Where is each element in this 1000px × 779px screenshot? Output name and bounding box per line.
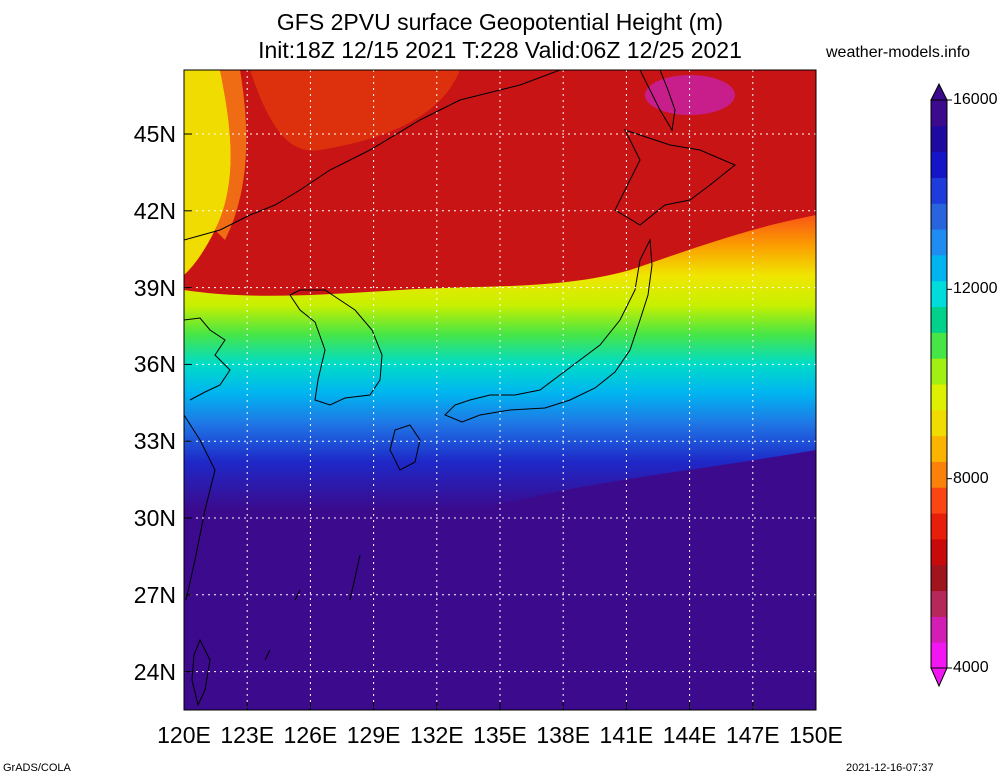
- coastline-kyushu: [389, 424, 421, 471]
- height-field: [184, 70, 816, 710]
- colorbar-segment: [931, 306, 947, 333]
- footer-timestamp: 2021-12-16-07:37: [846, 762, 934, 774]
- lat-tick-label: 42N: [133, 197, 176, 224]
- colorbar-label: 12000: [953, 280, 998, 298]
- footer-credit: GrADS/COLA: [3, 762, 71, 774]
- colorbar-segment: [931, 254, 947, 282]
- coastline-korea: [289, 289, 383, 406]
- colorbar-segment: [931, 513, 947, 540]
- colorbar-segment: [931, 229, 947, 256]
- source-label: weather-models.info: [826, 44, 971, 61]
- colorbar-segment: [931, 487, 947, 514]
- map-frame: [183, 69, 817, 711]
- colorbar-segment: [931, 384, 947, 411]
- colorbar-segment: [931, 100, 947, 127]
- colorbar-segment: [931, 616, 947, 643]
- colorbar-frame: [930, 99, 948, 669]
- lon-tick-label: 141E: [599, 722, 654, 748]
- lon-tick-label: 150E: [789, 722, 843, 748]
- lat-tick-label: 27N: [133, 581, 176, 608]
- field-orange-edge: [215, 70, 247, 240]
- colorbar-segment: [931, 564, 947, 592]
- colorbar-segment: [931, 203, 947, 230]
- lon-tick-label: 120E: [157, 722, 211, 748]
- coastline-ryukyu: [264, 554, 361, 661]
- lat-tick-label: 39N: [133, 274, 176, 301]
- coastline-mainland: [184, 317, 231, 601]
- colorbar-segment: [931, 461, 947, 488]
- lat-tick-label: 24N: [133, 658, 176, 685]
- colorbar-segment: [931, 177, 947, 204]
- lon-tick-label: 138E: [536, 722, 591, 748]
- field-yellow-wedge: [184, 70, 231, 275]
- colorbar-label: 4000: [953, 659, 989, 676]
- colorbar-segment: [931, 409, 947, 437]
- coastline-taiwan: [191, 638, 211, 707]
- colorbar-max-arrow: [930, 82, 948, 101]
- colorbar: [930, 82, 952, 688]
- lat-tick-label: 45N: [133, 121, 176, 147]
- field-bright-red: [250, 70, 460, 151]
- coastline-hokkaido: [614, 129, 736, 226]
- colorbar-segment: [931, 358, 947, 385]
- coastline-sakhalin: [639, 70, 676, 132]
- colorbar-min-arrow: [930, 667, 948, 688]
- lon-tick-label: 126E: [283, 722, 338, 748]
- colorbar-segment: [931, 642, 947, 669]
- colorbar-segment: [931, 332, 947, 359]
- coastline-russia: [184, 70, 561, 241]
- coastline-honshu: [444, 238, 653, 423]
- lat-tick-label: 36N: [133, 351, 176, 378]
- lat-tick-label: 33N: [133, 428, 176, 455]
- lon-tick-label: 147E: [725, 722, 780, 748]
- colorbar-label: 8000: [953, 469, 989, 487]
- lon-tick-label: 129E: [346, 722, 401, 748]
- gridlines: [184, 70, 816, 710]
- colorbar-label: 16000: [953, 91, 998, 108]
- colorbar-segment: [931, 151, 947, 178]
- colorbar-segment: [931, 280, 947, 308]
- coastlines: [184, 70, 736, 707]
- chart-subtitle: Init:18Z 12/15 2021 T:228 Valid:06Z 12/2…: [258, 37, 742, 63]
- colorbar-segment: [931, 590, 947, 617]
- colorbar-segment: [931, 125, 947, 153]
- lon-tick-label: 123E: [220, 722, 275, 748]
- colorbar-segment: [931, 538, 947, 566]
- lon-tick-label: 144E: [662, 722, 717, 748]
- chart-title: GFS 2PVU surface Geopotential Height (m): [276, 9, 724, 35]
- lat-tick-label: 30N: [133, 505, 176, 531]
- lon-tick-label: 135E: [473, 722, 527, 748]
- lon-tick-label: 132E: [409, 722, 464, 748]
- colorbar-segment: [931, 435, 947, 462]
